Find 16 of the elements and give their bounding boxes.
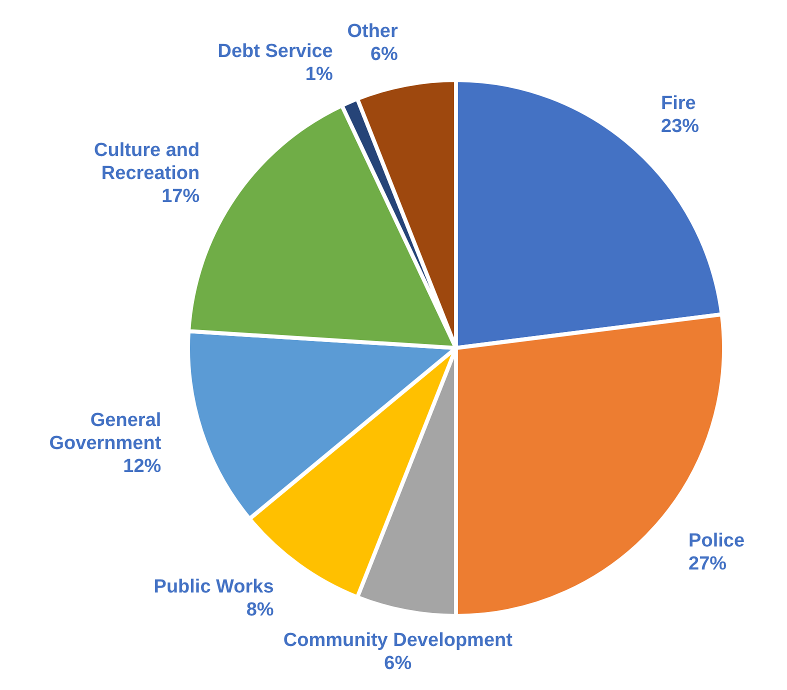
data-label: 17% xyxy=(162,186,200,207)
data-label: 8% xyxy=(246,600,274,621)
slice-label: General Government xyxy=(49,410,162,454)
data-label: 12% xyxy=(123,456,162,478)
slice-label: Community Development xyxy=(283,630,514,652)
data-label: 6% xyxy=(370,44,398,66)
slice-label: Culture and Recreation xyxy=(94,140,200,184)
data-label: 6% xyxy=(384,653,412,674)
data-label: 23% xyxy=(661,116,700,138)
data-label: 1% xyxy=(305,64,333,86)
slice-label: Police xyxy=(688,530,745,552)
slice-label: Public Works xyxy=(154,576,274,598)
data-label: 27% xyxy=(688,554,727,575)
slice-label: Other xyxy=(347,21,399,42)
slice-label: Fire xyxy=(661,93,696,114)
slice-label: Debt Service xyxy=(218,41,333,62)
